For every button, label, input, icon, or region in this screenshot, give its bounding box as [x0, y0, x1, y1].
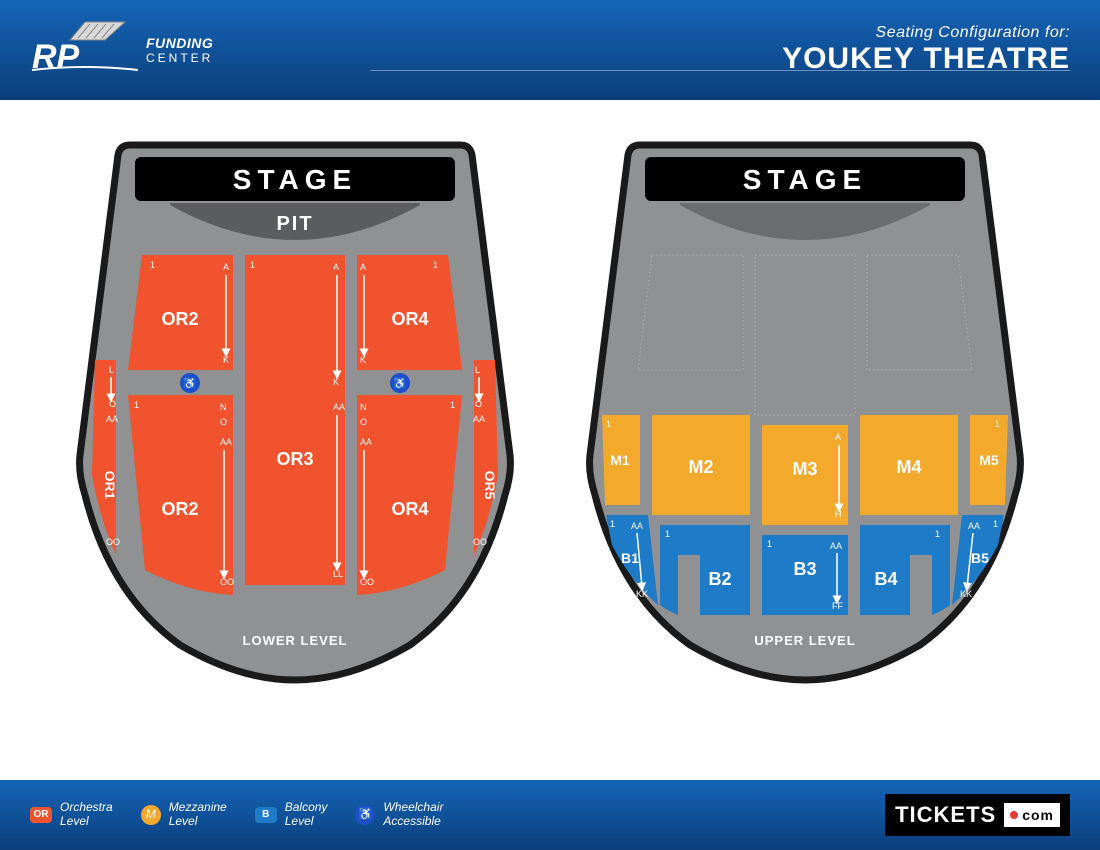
svg-text:1: 1 — [433, 260, 438, 270]
svg-text:L: L — [475, 365, 480, 375]
b5-label: B5 — [971, 550, 989, 566]
legend-mezzanine: M MezzanineLevel — [141, 801, 227, 829]
svg-text:AA: AA — [220, 437, 232, 447]
svg-text:LL: LL — [333, 569, 343, 579]
svg-text:K: K — [360, 355, 366, 365]
legend: OR OrchestraLevel M MezzanineLevel B Bal… — [30, 801, 443, 829]
svg-text:AA: AA — [631, 521, 643, 531]
section-b2[interactable] — [660, 525, 750, 615]
m2-label: M2 — [688, 457, 713, 477]
svg-text:♿: ♿ — [393, 377, 407, 390]
tickets-dotcom: com — [1004, 803, 1060, 827]
m3-label: M3 — [792, 459, 817, 479]
b1-label: B1 — [621, 550, 639, 566]
svg-text:1: 1 — [450, 400, 455, 410]
or4-upper-label: OR4 — [391, 309, 428, 329]
svg-text:L: L — [109, 365, 114, 375]
svg-text:1: 1 — [995, 419, 1000, 429]
svg-text:♿: ♿ — [183, 377, 197, 390]
svg-text:AA: AA — [968, 521, 980, 531]
svg-text:OO: OO — [360, 577, 374, 587]
legend-mezz-badge: M — [141, 805, 161, 825]
svg-text:AA: AA — [360, 437, 372, 447]
wheelchair-icon: ♿ — [355, 805, 375, 825]
svg-text:1: 1 — [665, 529, 670, 539]
svg-text:1: 1 — [250, 260, 255, 270]
legend-balcony: B BalconyLevel — [255, 801, 328, 829]
svg-text:O: O — [360, 417, 367, 427]
svg-text:O: O — [220, 417, 227, 427]
or4-lower-label: OR4 — [391, 499, 428, 519]
svg-text:1: 1 — [150, 260, 155, 270]
svg-text:1: 1 — [993, 519, 998, 529]
svg-text:K: K — [223, 355, 229, 365]
brand-text: FUNDING CENTER — [146, 36, 213, 64]
brand-line-2: CENTER — [146, 52, 213, 64]
svg-text:AA: AA — [106, 414, 118, 424]
svg-text:N: N — [360, 402, 367, 412]
section-or3[interactable] — [245, 255, 345, 585]
header-bar: RP FUNDING CENTER Seating Configuration … — [0, 0, 1100, 100]
legend-wheelchair: ♿ WheelchairAccessible — [355, 801, 443, 829]
header-subtitle: Seating Configuration for: — [782, 24, 1070, 42]
upper-level-label: UPPER LEVEL — [754, 633, 855, 648]
svg-text:AA: AA — [473, 414, 485, 424]
svg-text:1: 1 — [610, 519, 615, 529]
svg-text:KK: KK — [960, 589, 972, 599]
svg-text:A: A — [835, 432, 841, 442]
svg-text:RP: RP — [32, 38, 80, 76]
legend-orchestra-badge: OR — [30, 807, 52, 823]
b4-label: B4 — [874, 569, 897, 589]
or2-upper-label: OR2 — [161, 309, 198, 329]
svg-text:1: 1 — [935, 529, 940, 539]
tickets-text: TICKETS — [895, 802, 996, 828]
svg-text:K: K — [333, 377, 339, 387]
tickets-logo[interactable]: TICKETS com — [885, 794, 1070, 836]
svg-text:FF: FF — [832, 601, 843, 611]
or2-lower-label: OR2 — [161, 499, 198, 519]
svg-text:AA: AA — [830, 541, 842, 551]
svg-text:OO: OO — [220, 577, 234, 587]
svg-text:A: A — [333, 262, 339, 272]
b3-label: B3 — [793, 559, 816, 579]
svg-text:1: 1 — [767, 539, 772, 549]
lower-stage-label: STAGE — [233, 164, 357, 195]
svg-text:A: A — [360, 262, 366, 272]
svg-text:A: A — [223, 262, 229, 272]
footer-bar: OR OrchestraLevel M MezzanineLevel B Bal… — [0, 780, 1100, 850]
lower-pit-label: PIT — [276, 213, 313, 235]
svg-text:KK: KK — [636, 589, 648, 599]
svg-text:1: 1 — [606, 419, 611, 429]
legend-orchestra: OR OrchestraLevel — [30, 801, 113, 829]
upper-level-chart: STAGE M1 1 M2 M3 A H M4 M5 1 B1 1 AA KK … — [570, 125, 1040, 695]
svg-text:O: O — [109, 399, 116, 409]
header-divider — [370, 70, 1070, 71]
svg-text:N: N — [220, 402, 227, 412]
svg-text:AA: AA — [333, 402, 345, 412]
m1-label: M1 — [610, 452, 630, 468]
legend-balc-badge: B — [255, 807, 277, 823]
seating-charts: STAGE PIT OR2 1 A K OR4 1 A K OR3 1 A K … — [0, 100, 1100, 780]
b2-label: B2 — [708, 569, 731, 589]
rp-logo-icon: RP — [30, 20, 140, 80]
upper-stage-label: STAGE — [743, 164, 867, 195]
header-title-block: Seating Configuration for: YOUKEY THEATR… — [782, 24, 1070, 76]
svg-text:H: H — [835, 509, 842, 519]
lower-level-label: LOWER LEVEL — [243, 633, 348, 648]
m5-label: M5 — [979, 452, 999, 468]
svg-text:O: O — [475, 399, 482, 409]
svg-text:OO: OO — [473, 537, 487, 547]
svg-text:OO: OO — [106, 537, 120, 547]
or1-label: OR1 — [102, 471, 118, 500]
brand-logo: RP FUNDING CENTER — [30, 20, 213, 80]
m4-label: M4 — [896, 457, 921, 477]
or3-label: OR3 — [276, 449, 313, 469]
brand-line-1: FUNDING — [146, 36, 213, 50]
or5-label: OR5 — [482, 471, 498, 500]
svg-text:1: 1 — [134, 400, 139, 410]
lower-level-chart: STAGE PIT OR2 1 A K OR4 1 A K OR3 1 A K … — [60, 125, 530, 695]
